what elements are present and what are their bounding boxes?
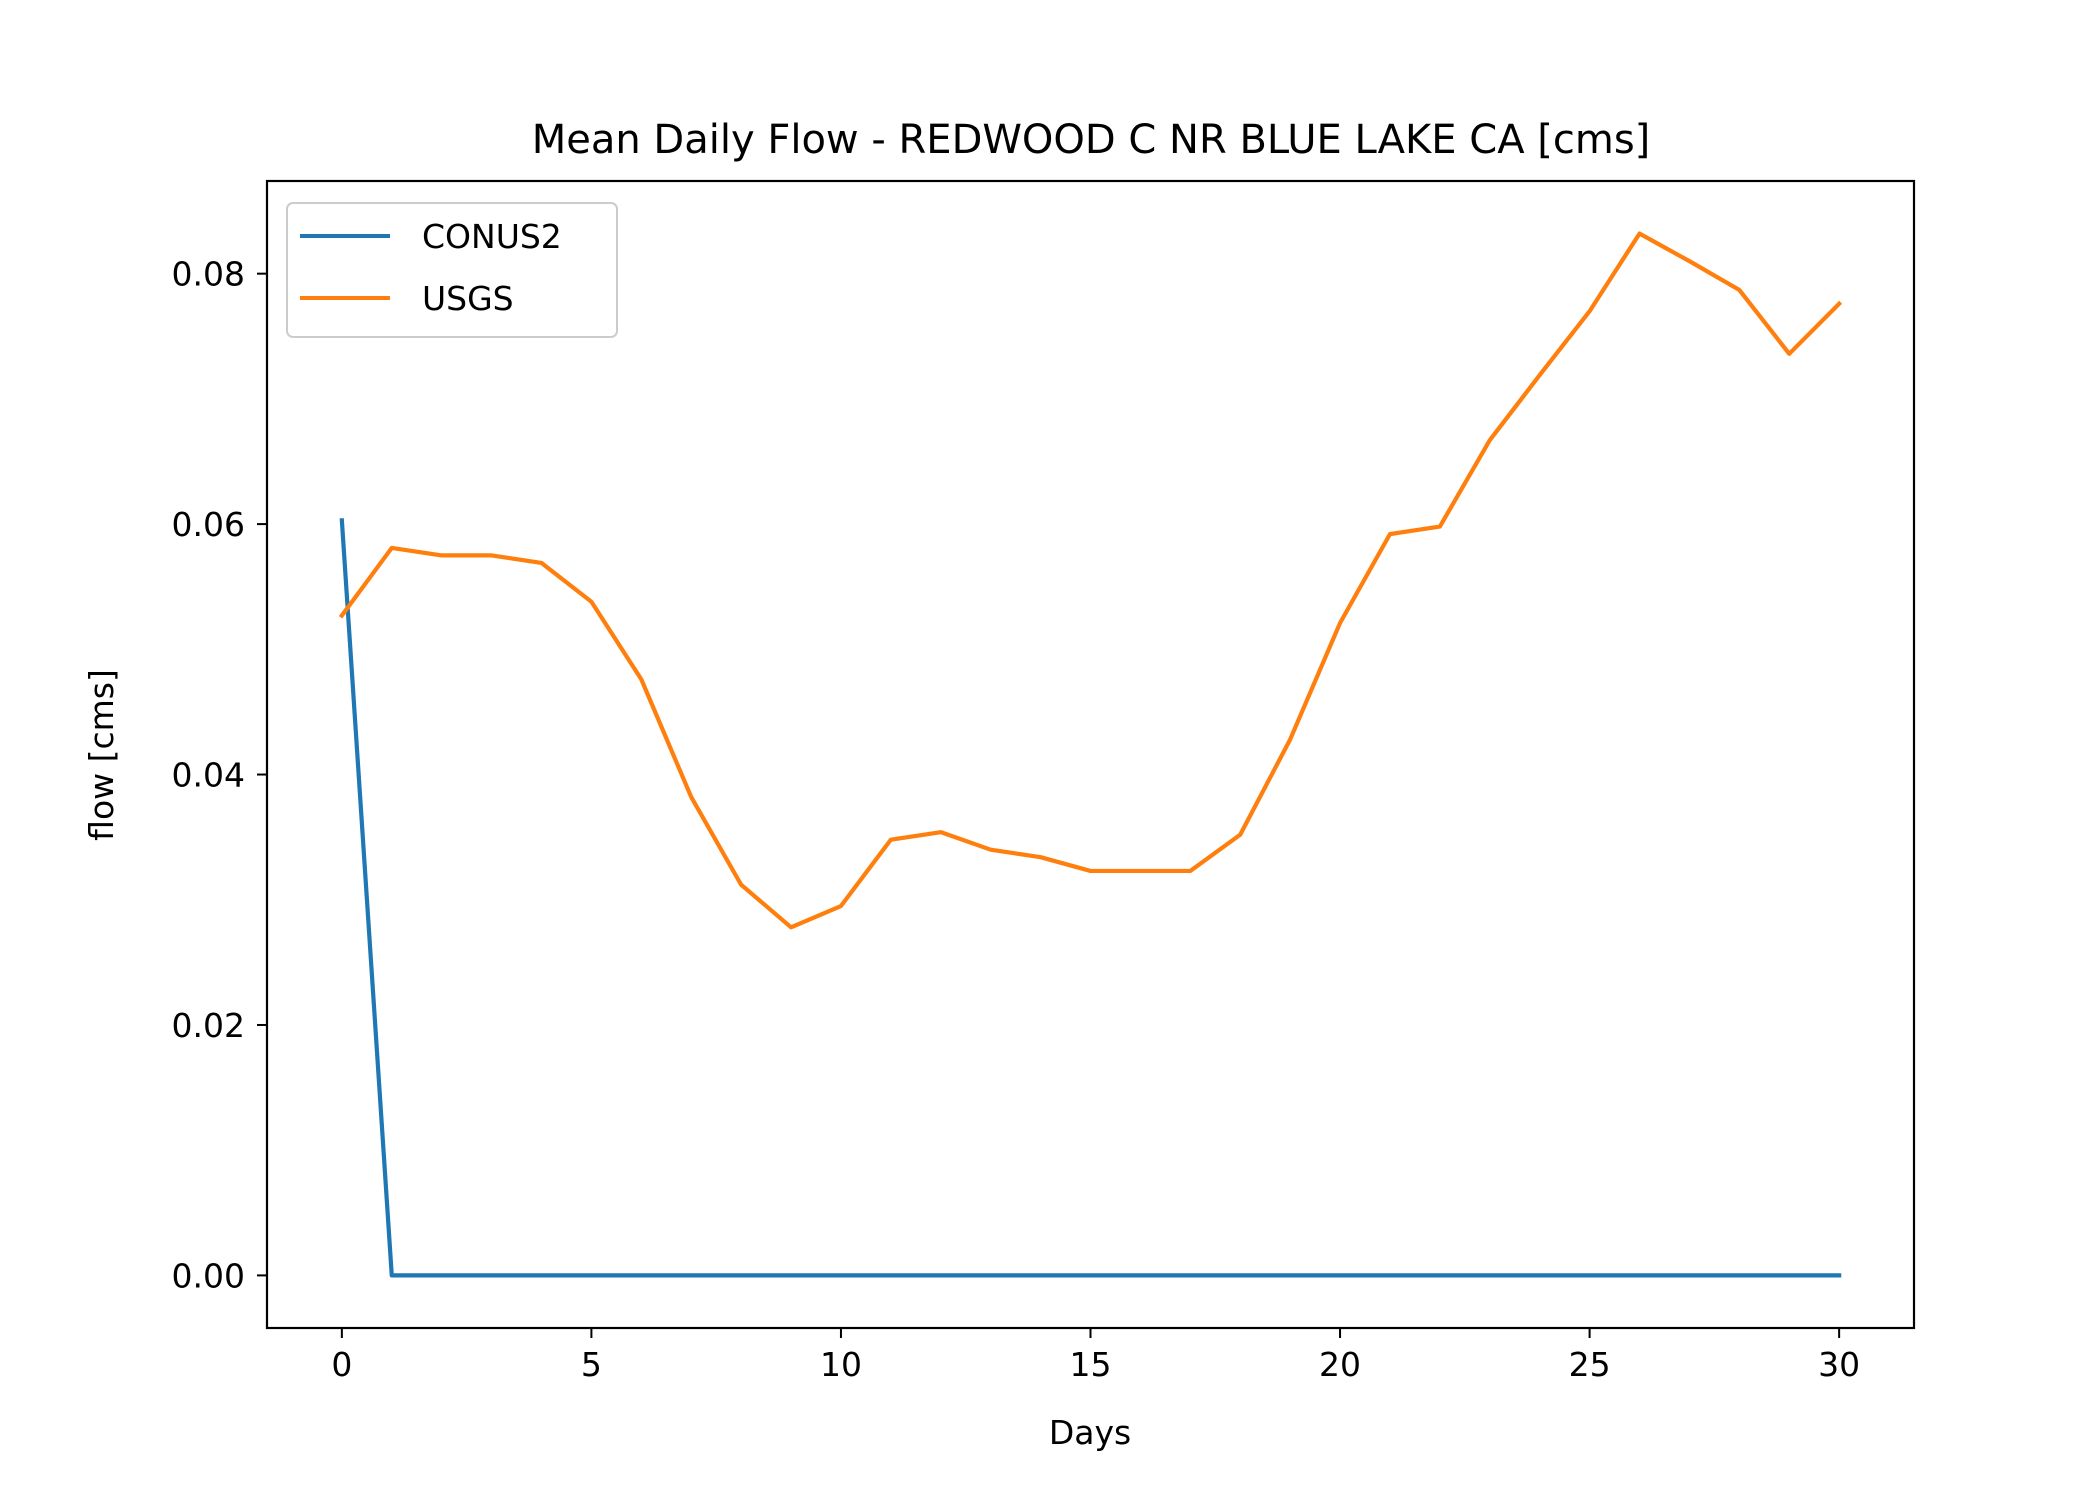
x-tick-label: 10 <box>820 1345 862 1384</box>
y-tick-label: 0.04 <box>172 756 245 795</box>
x-tick-label: 20 <box>1319 1345 1361 1384</box>
x-axis-ticks: 0 5 10 15 20 25 30 <box>331 1328 1860 1384</box>
y-axis-label: flow [cms] <box>82 669 121 841</box>
y-tick-label: 0.02 <box>172 1006 245 1045</box>
y-tick-label: 0.00 <box>172 1256 245 1295</box>
x-tick-label: 30 <box>1818 1345 1860 1384</box>
chart-title: Mean Daily Flow - REDWOOD C NR BLUE LAKE… <box>532 117 1651 163</box>
series-line-conus2 <box>339 518 1842 1278</box>
y-tick-label: 0.08 <box>172 255 245 294</box>
series-line-usgs <box>338 231 1843 930</box>
x-tick-label: 0 <box>331 1345 352 1384</box>
x-tick-label: 5 <box>581 1345 602 1384</box>
y-tick-label: 0.06 <box>172 505 245 544</box>
x-axis-label: Days <box>1049 1413 1131 1452</box>
legend-label-usgs: USGS <box>422 279 514 318</box>
x-tick-label: 25 <box>1569 1345 1611 1384</box>
y-axis-ticks: 0.00 0.02 0.04 0.06 0.08 <box>172 255 267 1295</box>
series-layer <box>338 231 1843 1278</box>
legend: CONUS2 USGS <box>286 202 618 338</box>
x-tick-label: 15 <box>1070 1345 1112 1384</box>
legend-label-conus2: CONUS2 <box>422 217 562 256</box>
